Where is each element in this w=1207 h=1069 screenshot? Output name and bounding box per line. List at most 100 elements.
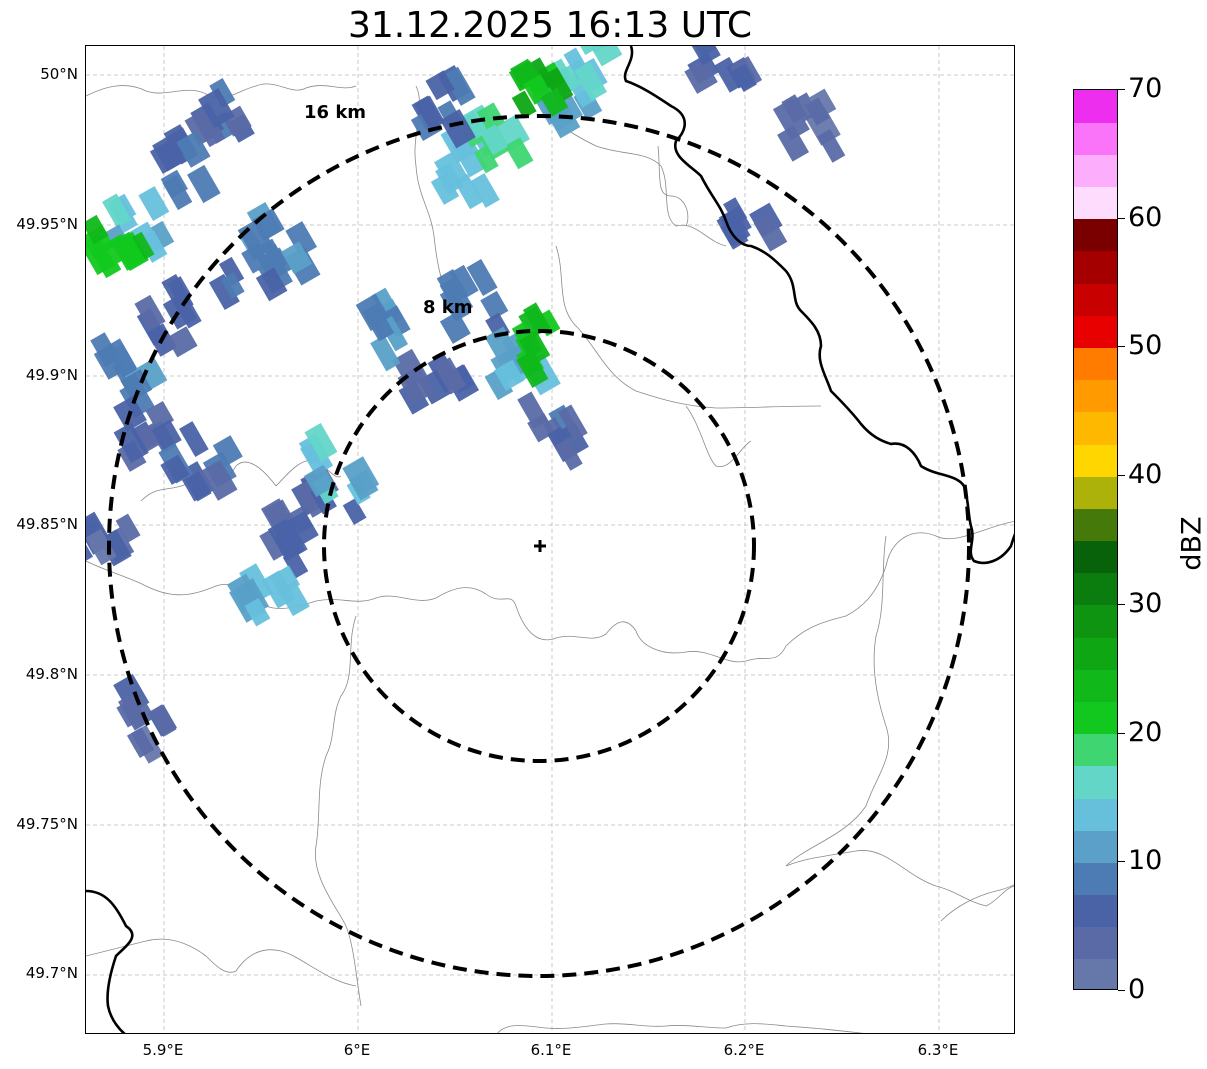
colorbar-segment xyxy=(1074,701,1117,735)
lon-tick-label: 5.9°E xyxy=(142,1041,184,1059)
echo-cell xyxy=(198,88,235,129)
echo-cell xyxy=(585,46,623,67)
echo-cell xyxy=(149,704,177,737)
lat-tick-label: 49.85°N xyxy=(16,515,78,533)
echo-cell xyxy=(187,164,221,204)
colorbar-tick xyxy=(1118,733,1125,734)
echo-cell xyxy=(135,357,168,391)
colorbar-segment xyxy=(1074,637,1117,670)
municipal-border xyxy=(314,615,362,1007)
echo-cell xyxy=(98,529,132,567)
echo-cell xyxy=(126,727,155,759)
echo-cell xyxy=(118,693,149,731)
colorbar-segment xyxy=(1074,604,1117,638)
lat-tick-label: 49.75°N xyxy=(16,815,78,833)
echo-cell xyxy=(218,256,245,286)
echo-cell xyxy=(443,66,476,106)
echo-cell xyxy=(480,290,509,321)
municipal-border xyxy=(657,145,689,227)
echo-cell xyxy=(574,61,608,101)
radar-map[interactable]: 16 km 8 km xyxy=(85,45,1015,1034)
echo-cell xyxy=(540,87,569,117)
lon-tick-label: 6°E xyxy=(343,1041,371,1059)
colorbar-segment xyxy=(1074,218,1117,252)
colorbar-tick-label: 70 xyxy=(1128,73,1163,104)
municipal-border xyxy=(940,884,1014,922)
colorbar-segment xyxy=(1074,508,1117,542)
echo-cell xyxy=(367,308,395,341)
colorbar-segment xyxy=(1074,765,1117,799)
colorbar-tick xyxy=(1118,218,1125,219)
echo-cell xyxy=(267,518,305,561)
ring-label-8km: 8 km xyxy=(423,297,473,318)
range-ring-16km xyxy=(107,114,971,978)
colorbar-tick-label: 60 xyxy=(1128,202,1163,233)
echo-cell xyxy=(176,130,211,168)
echo-cell xyxy=(239,563,274,603)
echo-cell xyxy=(731,63,757,93)
echo-cell xyxy=(162,174,193,211)
echo-cell xyxy=(434,357,467,395)
echo-cell xyxy=(777,125,810,162)
echo-cell xyxy=(809,88,837,118)
colorbar-segment xyxy=(1074,250,1117,284)
colorbar-segment xyxy=(1074,830,1117,863)
colorbar-segment xyxy=(1074,958,1117,989)
colorbar-segment xyxy=(1074,122,1117,155)
echo-cell xyxy=(184,471,212,502)
colorbar-segment xyxy=(1074,379,1117,413)
echo-cell xyxy=(91,243,122,279)
echo-cell xyxy=(160,454,190,485)
echo-cell xyxy=(348,469,379,501)
echo-cell xyxy=(241,243,271,274)
colorbar-title: dBZ xyxy=(1176,516,1207,571)
colorbar-segment xyxy=(1074,315,1117,349)
colorbar-tick xyxy=(1118,346,1125,347)
colorbar-segment xyxy=(1074,669,1117,702)
colorbar-segment xyxy=(1074,894,1117,928)
municipal-border xyxy=(86,938,357,987)
echo-cell xyxy=(285,511,319,547)
echo-cell xyxy=(259,528,286,561)
echo-cell xyxy=(440,108,476,149)
municipal-border xyxy=(785,535,890,867)
echo-cell xyxy=(86,214,109,245)
echo-cell xyxy=(804,97,831,126)
echo-cell xyxy=(304,422,338,462)
range-rings xyxy=(107,114,971,978)
colorbar-segment xyxy=(1074,926,1117,960)
echo-cell xyxy=(451,136,488,178)
colorbar-tick xyxy=(1118,89,1125,90)
echo-cell xyxy=(517,391,549,429)
municipal-border xyxy=(547,105,727,247)
echo-cell xyxy=(200,459,238,501)
echo-cell xyxy=(753,213,788,252)
colorbar-segment xyxy=(1074,540,1117,574)
colorbar-segment xyxy=(1074,411,1117,445)
colorbar-tick-label: 20 xyxy=(1128,717,1163,748)
echo-cell xyxy=(303,464,336,498)
municipal-border xyxy=(785,850,1014,907)
echo-cell xyxy=(382,305,411,338)
echo-cell xyxy=(685,46,721,66)
echo-cell xyxy=(134,294,166,331)
lat-tick-label: 49.7°N xyxy=(25,964,78,982)
municipal-border xyxy=(685,405,752,467)
echo-cell xyxy=(212,435,243,467)
echo-cell xyxy=(102,193,132,229)
colorbar-segment xyxy=(1074,186,1117,220)
lon-tick-label: 6.3°E xyxy=(917,1041,959,1059)
echo-cell xyxy=(439,311,471,344)
echo-cell xyxy=(166,326,198,358)
echo-cell xyxy=(285,221,318,257)
echo-cell xyxy=(417,369,452,405)
echo-cell xyxy=(543,67,574,104)
colorbar-segment xyxy=(1074,154,1117,188)
echo-cell xyxy=(425,70,455,101)
colorbar-tick-label: 30 xyxy=(1128,588,1163,619)
echo-cell xyxy=(714,56,745,93)
colorbar-segment xyxy=(1074,283,1117,316)
lat-tick-label: 50°N xyxy=(40,65,78,83)
echo-cell xyxy=(105,338,138,378)
lat-tick-label: 49.8°N xyxy=(25,665,78,683)
